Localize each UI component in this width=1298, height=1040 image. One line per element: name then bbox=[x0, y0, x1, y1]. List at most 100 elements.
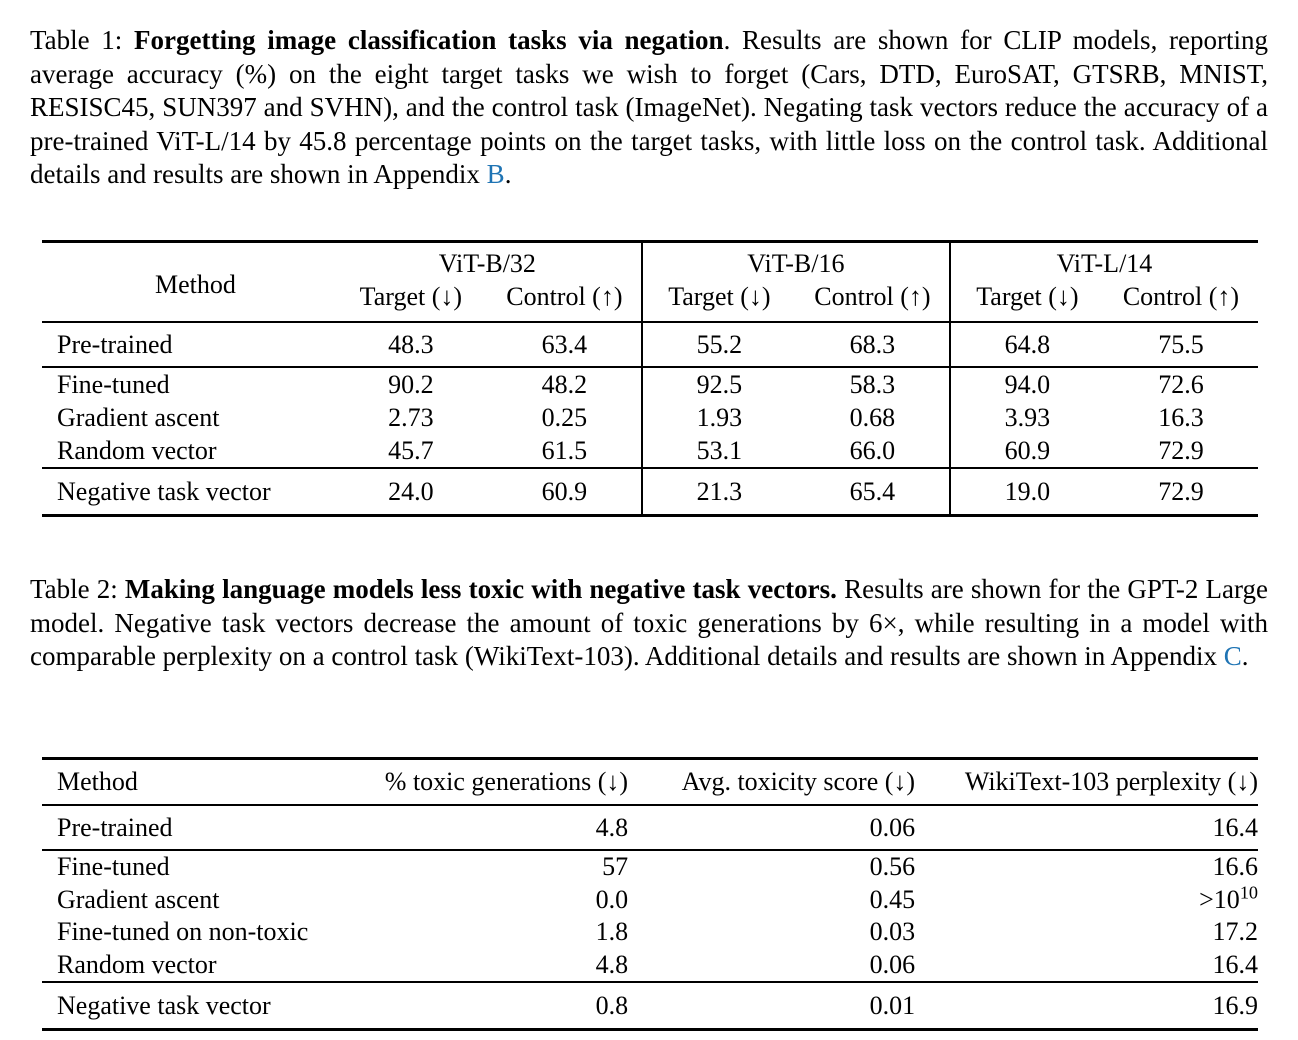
cell-value: 68.3 bbox=[849, 330, 896, 359]
cell-value: 4.8 bbox=[595, 949, 629, 979]
cell-method: Random vector bbox=[57, 949, 217, 979]
table1-caption-period: . bbox=[504, 159, 512, 189]
cell-method: Negative task vector bbox=[57, 991, 271, 1020]
table1-section-pretrained: Pre-trained 48.3 63.4 55.2 68.3 64.8 75.… bbox=[42, 322, 1258, 367]
table-row: Negative task vector 0.8 0.01 16.9 bbox=[42, 982, 1258, 1030]
perplexity-value: 16.9 bbox=[1212, 991, 1259, 1020]
cell-method: Pre-trained bbox=[57, 813, 173, 842]
table1-section-baselines: Fine-tuned 90.2 48.2 92.5 58.3 94.0 72.6… bbox=[42, 367, 1258, 468]
cell-value: 60.9 bbox=[541, 477, 588, 506]
cell-method: Negative task vector bbox=[57, 477, 271, 506]
cell-value: 65.4 bbox=[849, 477, 896, 506]
cell-value: 0.06 bbox=[869, 813, 916, 842]
cell-value: 16.3 bbox=[1158, 403, 1204, 432]
table2-caption-label: Table 2: bbox=[30, 574, 125, 604]
cell-method: Gradient ascent bbox=[57, 884, 220, 914]
perplexity-value: 16.4 bbox=[1212, 949, 1259, 979]
cell-value: 16.4 bbox=[915, 949, 1259, 983]
table1-group-vitl14: ViT-L/14 bbox=[948, 241, 1258, 280]
cell-value: 24.0 bbox=[388, 477, 434, 506]
cell-value: 92.5 bbox=[640, 367, 796, 401]
table1: Method ViT-B/32 ViT-B/16 ViT-L/14 Target… bbox=[42, 240, 1258, 517]
cell-value: 45.7 bbox=[388, 436, 434, 465]
cell-value: 16.4 bbox=[915, 805, 1259, 850]
table1-header: Method ViT-B/32 ViT-B/16 ViT-L/14 Target… bbox=[42, 241, 1258, 322]
table-row: Pre-trained 4.8 0.06 16.4 bbox=[42, 805, 1258, 850]
cell-value: 55.2 bbox=[640, 322, 796, 367]
table-row: Random vector 45.7 61.5 53.1 66.0 60.9 7… bbox=[42, 434, 1258, 468]
cell-value: 90.2 bbox=[388, 370, 434, 399]
table2-toxic-header: % toxic generations (↓) bbox=[384, 767, 629, 796]
table1-caption: Table 1: Forgetting image classification… bbox=[30, 24, 1268, 192]
table2-header-row: Method % toxic generations (↓) Avg. toxi… bbox=[42, 759, 1258, 806]
cell-method: Fine-tuned bbox=[57, 852, 170, 881]
cell-value: 75.5 bbox=[1158, 330, 1204, 359]
appendix-b-link[interactable]: B bbox=[486, 159, 505, 189]
cell-value: 0.25 bbox=[541, 403, 588, 432]
table-row: Pre-trained 48.3 63.4 55.2 68.3 64.8 75.… bbox=[42, 322, 1258, 367]
table-row: Negative task vector 24.0 60.9 21.3 65.4… bbox=[42, 468, 1258, 516]
table2-section-negative: Negative task vector 0.8 0.01 16.9 bbox=[42, 982, 1258, 1030]
perplexity-value-base: >10 bbox=[1199, 884, 1240, 914]
cell-value: 63.4 bbox=[541, 330, 588, 359]
table2-caption-body: Results are shown for the GPT-2 Large mo… bbox=[30, 574, 1268, 671]
cell-value: 0.01 bbox=[869, 991, 916, 1020]
cell-value: 16.6 bbox=[915, 850, 1259, 884]
cell-method: Fine-tuned bbox=[57, 370, 170, 399]
cell-value: 48.3 bbox=[388, 330, 434, 359]
table1-group-row: Method ViT-B/32 ViT-B/16 ViT-L/14 bbox=[42, 241, 1258, 299]
table-row: Fine-tuned 57 0.56 16.6 bbox=[42, 850, 1258, 884]
table1-group-vitb32: ViT-B/32 bbox=[438, 249, 536, 278]
table2: Method % toxic generations (↓) Avg. toxi… bbox=[42, 757, 1258, 1031]
cell-value: 3.93 bbox=[948, 401, 1104, 434]
cell-method: Pre-trained bbox=[57, 330, 173, 359]
table1-control-header: Control (↑) bbox=[506, 282, 623, 311]
table2-score-header: Avg. toxicity score (↓) bbox=[681, 767, 916, 796]
table2-section-baselines: Fine-tuned 57 0.56 16.6 Gradient ascent … bbox=[42, 850, 1258, 982]
cell-value: >1010 bbox=[915, 881, 1258, 917]
table1-subheader-row: Target (↓) Control (↑) Target (↓) Contro… bbox=[42, 280, 1258, 322]
cell-value: 61.5 bbox=[541, 436, 588, 465]
cell-value: 60.9 bbox=[948, 434, 1104, 468]
table1-target-header: Target (↓) bbox=[948, 280, 1104, 322]
cell-value: 0.0 bbox=[595, 884, 629, 914]
table2-perplexity-header: WikiText-103 perplexity (↓) bbox=[964, 767, 1258, 796]
table2-header: Method % toxic generations (↓) Avg. toxi… bbox=[42, 759, 1258, 806]
perplexity-value: 16.4 bbox=[1212, 813, 1259, 842]
cell-value: 0.06 bbox=[869, 949, 916, 979]
perplexity-value-exponent: 10 bbox=[1239, 881, 1258, 902]
table1-section-negative: Negative task vector 24.0 60.9 21.3 65.4… bbox=[42, 468, 1258, 516]
cell-value: 0.03 bbox=[869, 917, 916, 946]
cell-value: 2.73 bbox=[388, 403, 434, 432]
cell-value: 17.2 bbox=[915, 916, 1259, 949]
cell-value: 66.0 bbox=[849, 436, 896, 465]
cell-value: 21.3 bbox=[640, 468, 796, 516]
table2-section-pretrained: Pre-trained 4.8 0.06 16.4 bbox=[42, 805, 1258, 850]
table-row: Fine-tuned on non-toxic 1.8 0.03 17.2 bbox=[42, 916, 1258, 949]
cell-value: 57 bbox=[602, 852, 629, 881]
cell-value: 19.0 bbox=[948, 468, 1104, 516]
table1-target-header: Target (↓) bbox=[640, 280, 796, 322]
cell-method: Random vector bbox=[57, 436, 217, 465]
cell-value: 72.9 bbox=[1158, 436, 1204, 465]
table-row: Random vector 4.8 0.06 16.4 bbox=[42, 949, 1258, 983]
table1-caption-label: Table 1: bbox=[30, 25, 135, 55]
table1-caption-body: . Results are shown for CLIP models, rep… bbox=[30, 25, 1268, 189]
table1-control-header: Control (↑) bbox=[1122, 282, 1240, 311]
appendix-c-link[interactable]: C bbox=[1223, 641, 1242, 671]
cell-method: Gradient ascent bbox=[57, 403, 220, 432]
cell-value: 72.9 bbox=[1158, 477, 1204, 506]
perplexity-value: 17.2 bbox=[1212, 917, 1259, 946]
table1-target-header: Target (↓) bbox=[359, 282, 463, 311]
cell-value: 53.1 bbox=[640, 434, 796, 468]
table-row: Fine-tuned 90.2 48.2 92.5 58.3 94.0 72.6 bbox=[42, 367, 1258, 401]
cell-value: 0.56 bbox=[869, 852, 916, 881]
cell-value: 58.3 bbox=[849, 370, 896, 399]
cell-method: Fine-tuned on non-toxic bbox=[57, 917, 309, 946]
table2-method-header: Method bbox=[57, 767, 138, 796]
cell-value: 48.2 bbox=[541, 370, 588, 399]
table-row: Gradient ascent 0.0 0.45 >1010 bbox=[42, 881, 1258, 917]
table2-caption-period: . bbox=[1241, 641, 1249, 671]
table1-group-vitb16: ViT-B/16 bbox=[640, 241, 950, 280]
